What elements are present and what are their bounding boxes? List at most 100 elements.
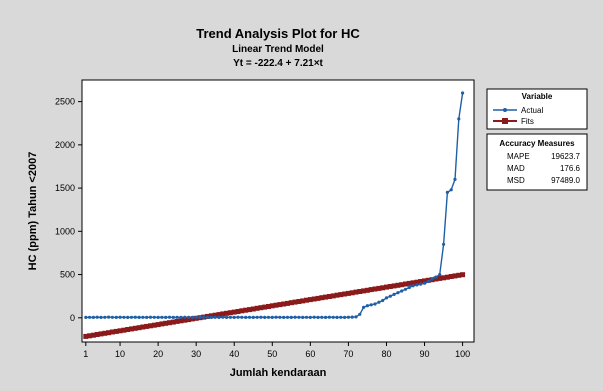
actual-point bbox=[187, 315, 191, 319]
fits-point bbox=[243, 307, 249, 313]
fits-point bbox=[372, 286, 378, 292]
actual-point bbox=[202, 315, 206, 319]
actual-point bbox=[396, 291, 400, 295]
actual-point bbox=[392, 292, 396, 296]
fits-point bbox=[125, 327, 131, 332]
actual-point bbox=[126, 315, 130, 319]
fits-point bbox=[239, 308, 245, 314]
fits-point bbox=[323, 294, 329, 300]
fits-point bbox=[330, 293, 336, 299]
fits-point bbox=[109, 329, 115, 335]
actual-point bbox=[308, 315, 312, 319]
actual-point bbox=[160, 315, 164, 319]
actual-point bbox=[293, 315, 297, 319]
fits-point bbox=[254, 305, 260, 311]
fits-point bbox=[391, 283, 397, 289]
actual-point bbox=[84, 315, 88, 319]
fits-point bbox=[250, 306, 256, 312]
actual-point bbox=[449, 188, 453, 192]
fits-point bbox=[361, 288, 367, 294]
legend-fits-marker bbox=[502, 118, 508, 124]
actual-point bbox=[285, 315, 290, 319]
actual-point bbox=[426, 279, 430, 284]
actual-point bbox=[304, 315, 309, 319]
actual-point bbox=[320, 315, 324, 319]
fits-point bbox=[94, 332, 100, 337]
series-line-actual bbox=[85, 92, 464, 319]
legend-fits-label: Fits bbox=[521, 117, 534, 126]
actual-point bbox=[129, 315, 134, 319]
fits-point bbox=[406, 280, 412, 286]
actual-point bbox=[369, 303, 373, 307]
actual-point bbox=[88, 315, 92, 319]
fits-point bbox=[376, 285, 382, 291]
series-layer bbox=[83, 91, 466, 339]
fits-point bbox=[186, 317, 192, 323]
fits-point bbox=[170, 319, 176, 325]
actual-point bbox=[145, 315, 149, 319]
x-tick-label: 60 bbox=[305, 349, 315, 359]
actual-point bbox=[282, 315, 286, 319]
actual-point bbox=[407, 285, 411, 290]
fits-point bbox=[174, 318, 180, 324]
fits-point bbox=[441, 275, 447, 281]
actual-point bbox=[350, 315, 354, 319]
fits-point bbox=[178, 318, 184, 324]
fits-point bbox=[452, 273, 458, 279]
fits-point bbox=[106, 330, 112, 336]
actual-point bbox=[453, 177, 457, 181]
actual-point bbox=[434, 275, 438, 279]
fits-point bbox=[414, 279, 420, 285]
actual-point bbox=[415, 283, 419, 287]
actual-point bbox=[148, 315, 153, 319]
actual-point bbox=[442, 242, 446, 246]
actual-point bbox=[327, 315, 331, 319]
legend-actual-marker bbox=[503, 108, 507, 112]
fits-point bbox=[307, 297, 313, 303]
actual-point bbox=[331, 315, 335, 319]
fits-point bbox=[368, 287, 374, 293]
accuracy-box bbox=[486, 133, 588, 191]
y-tick-label: 500 bbox=[60, 270, 75, 280]
fits-point bbox=[159, 321, 165, 327]
actual-point bbox=[419, 282, 423, 286]
actual-point bbox=[171, 315, 175, 319]
actual-point bbox=[445, 190, 449, 194]
fits-point bbox=[444, 274, 450, 280]
x-tick-label: 70 bbox=[343, 349, 353, 359]
fits-point bbox=[387, 284, 393, 289]
x-axis-title: Jumlah kendaraan bbox=[230, 367, 327, 379]
y-axis-title: HC (ppm) Tahun <2007 bbox=[27, 152, 39, 271]
fits-point bbox=[410, 280, 416, 286]
actual-point bbox=[183, 315, 187, 319]
actual-point bbox=[384, 296, 389, 300]
fits-point bbox=[90, 332, 96, 338]
fits-point bbox=[129, 326, 134, 332]
actual-point bbox=[198, 315, 202, 319]
fits-point bbox=[262, 304, 268, 310]
actual-point bbox=[312, 315, 316, 319]
fits-point bbox=[304, 297, 309, 303]
fits-point bbox=[353, 289, 359, 295]
x-tick-label: 100 bbox=[455, 349, 470, 359]
actual-point bbox=[255, 315, 259, 319]
actual-point bbox=[240, 315, 244, 319]
fits-point bbox=[212, 312, 218, 318]
fits-point bbox=[384, 284, 389, 290]
actual-point bbox=[297, 315, 301, 319]
fits-point bbox=[399, 282, 405, 288]
actual-point bbox=[152, 315, 156, 319]
actual-point bbox=[461, 91, 465, 95]
actual-point bbox=[324, 315, 328, 319]
fits-point bbox=[269, 303, 275, 309]
actual-point bbox=[206, 315, 210, 319]
actual-point bbox=[457, 117, 461, 121]
x-tick-label: 90 bbox=[420, 349, 430, 359]
fits-point bbox=[208, 313, 214, 319]
fits-point bbox=[132, 325, 138, 331]
fits-point bbox=[113, 328, 119, 334]
fits-point bbox=[380, 285, 386, 291]
actual-point bbox=[270, 315, 274, 319]
